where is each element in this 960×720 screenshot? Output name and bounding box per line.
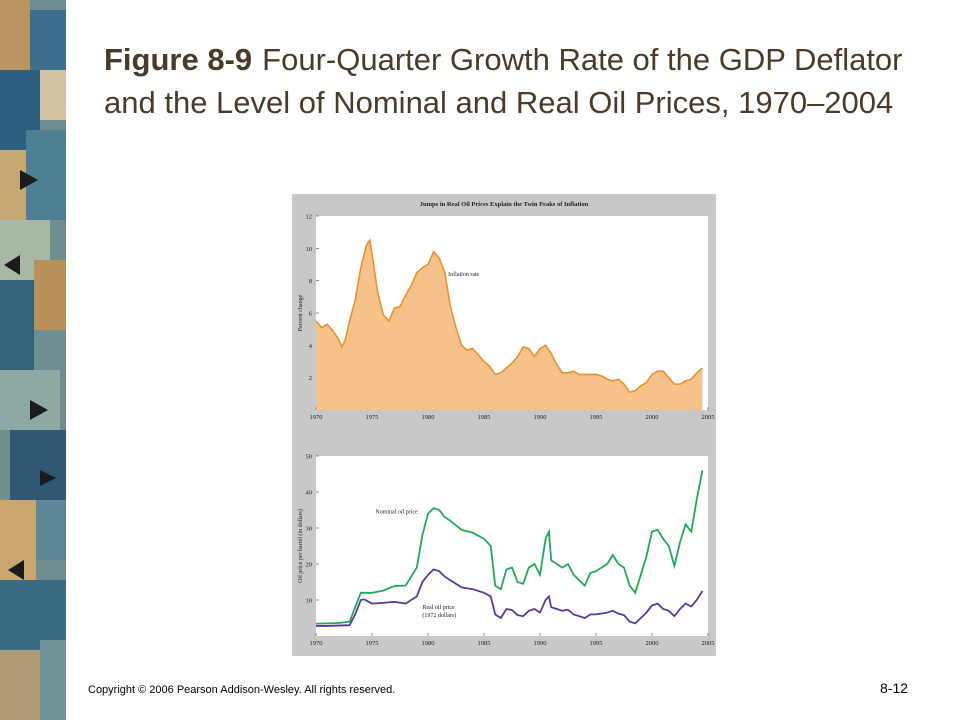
y-tick-label: 4 <box>309 343 313 350</box>
x-tick-label: 1970 <box>310 640 323 647</box>
y-tick-label: 50 <box>306 454 313 461</box>
inflation-series-label: Inflation rate <box>448 271 479 278</box>
copyright-notice: Copyright © 2006 Pearson Addison-Wesley.… <box>88 684 396 696</box>
x-tick-label: 1990 <box>534 414 547 421</box>
figure-title: Four-Quarter Growth Rate of the GDP Defl… <box>104 42 903 120</box>
x-tick-label: 1975 <box>366 414 379 421</box>
nominal-oil-price-line <box>315 470 704 625</box>
page-number: 8-12 <box>880 680 909 696</box>
figure-chart-svg: Jumps in Real Oil Prices Explain the Twi… <box>297 201 715 647</box>
y-tick-label: 6 <box>309 311 313 318</box>
x-tick-label: 1990 <box>534 640 547 647</box>
figure-panel: Jumps in Real Oil Prices Explain the Twi… <box>292 194 716 656</box>
real-series-label: Real oil price <box>422 605 455 611</box>
slide-title: Figure 8-9 Four-Quarter Growth Rate of th… <box>104 38 904 124</box>
nominal-series-label: Nominal oil price <box>375 510 418 516</box>
decorative-side-strip <box>0 0 66 720</box>
x-tick-label: 1995 <box>590 640 603 647</box>
y-axis-label: Percent change <box>298 294 304 331</box>
y-tick-label: 30 <box>306 526 313 533</box>
x-tick-label: 1980 <box>422 414 435 421</box>
x-tick-label: 1985 <box>478 640 491 647</box>
real-oil-price-line <box>316 568 704 627</box>
y-tick-label: 2 <box>309 375 312 382</box>
x-tick-label: 2005 <box>702 640 715 647</box>
y-tick-label: 10 <box>306 598 313 605</box>
inflation-line <box>315 238 703 394</box>
y-axis-label: Oil price per barrel (in dollars) <box>297 509 304 583</box>
real-series-label-units: (1972 dollars) <box>422 612 456 619</box>
x-tick-label: 2000 <box>646 640 659 647</box>
figure-label: Figure 8-9 <box>104 42 253 77</box>
x-tick-label: 1980 <box>422 640 435 647</box>
chart-title: Jumps in Real Oil Prices Explain the Twi… <box>420 201 589 208</box>
x-tick-label: 2000 <box>646 414 659 421</box>
y-tick-label: 20 <box>306 562 313 569</box>
y-tick-label: 8 <box>309 278 312 285</box>
y-tick-label: 12 <box>306 214 313 221</box>
x-tick-label: 1970 <box>310 414 323 421</box>
plot-area-2 <box>316 456 708 636</box>
x-tick-label: 1985 <box>478 414 491 421</box>
x-tick-label: 2005 <box>702 414 715 421</box>
y-tick-label: 10 <box>306 246 313 253</box>
x-tick-label: 1975 <box>366 640 379 647</box>
x-tick-label: 1995 <box>590 414 603 421</box>
y-tick-label: 40 <box>306 490 313 497</box>
